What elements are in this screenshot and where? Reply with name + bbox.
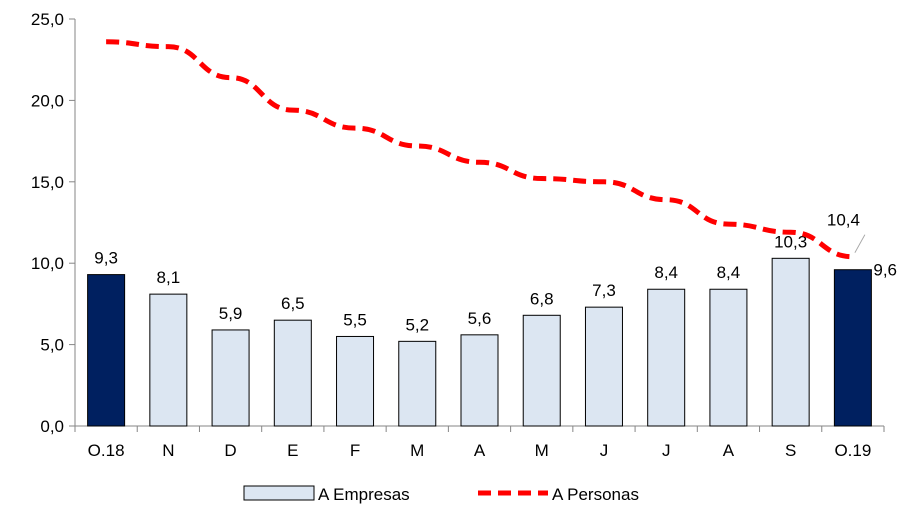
y-tick-label: 20,0 — [31, 91, 64, 110]
bar — [833, 269, 872, 427]
x-tick-label: M — [535, 441, 549, 460]
bar — [87, 274, 126, 427]
bar — [336, 335, 375, 427]
y-tick-label: 10,0 — [31, 254, 64, 273]
x-tick-label: E — [287, 441, 298, 460]
bar-data-label: 5,5 — [343, 310, 367, 329]
legend-label-a-empresas: A Empresas — [318, 485, 410, 504]
bar-data-label: 5,6 — [468, 309, 492, 328]
x-tick-label: N — [162, 441, 174, 460]
bar — [149, 293, 188, 427]
x-tick-label: D — [224, 441, 236, 460]
bar-data-label: 10,3 — [774, 232, 807, 251]
bar-data-label: 9,3 — [94, 249, 118, 268]
bar — [709, 288, 748, 427]
bar — [522, 314, 561, 427]
bar-data-label: 8,4 — [654, 263, 678, 282]
x-tick-label: O.18 — [88, 441, 125, 460]
bar-data-label: 9,6 — [873, 261, 897, 280]
bar-data-label: 8,4 — [717, 263, 741, 282]
legend-swatch-a-empresas — [243, 485, 315, 501]
x-tick-label: J — [600, 441, 609, 460]
bar-data-label: 5,9 — [219, 304, 243, 323]
bar-data-label: 6,8 — [530, 289, 554, 308]
y-tick-label: 15,0 — [31, 173, 64, 192]
bar — [273, 319, 312, 427]
bar — [211, 329, 250, 427]
bar-data-label: 6,5 — [281, 294, 305, 313]
x-tick-label: J — [662, 441, 671, 460]
y-tick-label: 0,0 — [40, 417, 64, 436]
y-tick-label: 25,0 — [31, 10, 64, 29]
x-tick-label: S — [785, 441, 796, 460]
line-end-leader — [854, 234, 866, 253]
line-end-label: 10,4 — [827, 211, 860, 230]
x-tick-label: A — [474, 441, 486, 460]
bar — [647, 288, 686, 427]
x-tick-label: A — [723, 441, 735, 460]
legend-label-a-personas: A Personas — [552, 485, 639, 504]
x-tick-label: O.19 — [834, 441, 871, 460]
line-series-a-personas — [106, 39, 853, 260]
bar — [584, 306, 623, 427]
bar — [460, 334, 499, 427]
bar — [771, 257, 810, 427]
x-tick-label: F — [350, 441, 360, 460]
x-tick-label: M — [410, 441, 424, 460]
bar — [398, 340, 437, 427]
bar-data-label: 5,2 — [405, 315, 429, 334]
bar-data-label: 7,3 — [592, 281, 616, 300]
y-tick-label: 5,0 — [40, 336, 64, 355]
bar-data-label: 8,1 — [157, 268, 181, 287]
